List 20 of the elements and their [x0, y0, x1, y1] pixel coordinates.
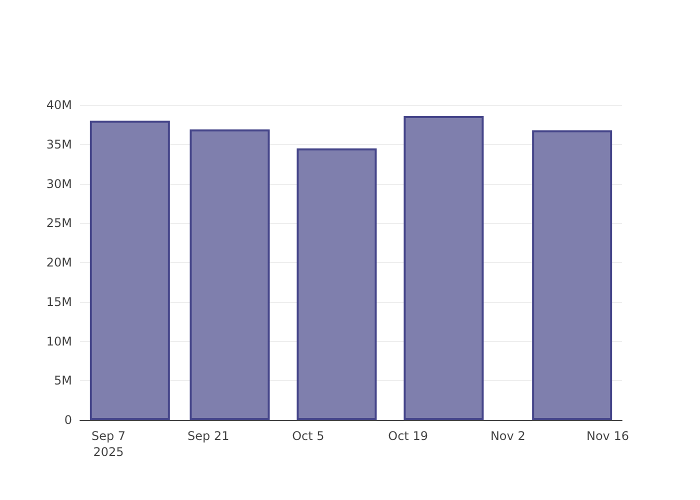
x-tick-label: Oct 5	[292, 429, 324, 443]
x-tick-label: Sep 7 2025	[91, 429, 126, 459]
bar	[532, 130, 612, 420]
y-tick-label: 5M	[54, 374, 72, 388]
x-tick-label: Nov 16	[586, 429, 629, 443]
bar	[90, 120, 170, 420]
x-tick-label: Nov 2	[490, 429, 526, 443]
y-tick-label: 20M	[46, 256, 72, 270]
y-tick-label: 30M	[46, 176, 72, 191]
y-tick-label: 35M	[46, 137, 72, 152]
y-tick-label: 10M	[46, 334, 72, 348]
x-tick-label: Sep 21	[188, 429, 230, 443]
y-tick-label: 0	[64, 413, 72, 427]
y-tick-label: 40M	[46, 98, 72, 112]
y-tick-label: 25M	[46, 216, 72, 230]
y-tick-label: 15M	[46, 294, 72, 309]
bar	[296, 148, 377, 420]
bar	[190, 129, 270, 420]
bar	[404, 116, 484, 420]
x-tick-label: Oct 19	[388, 429, 428, 443]
